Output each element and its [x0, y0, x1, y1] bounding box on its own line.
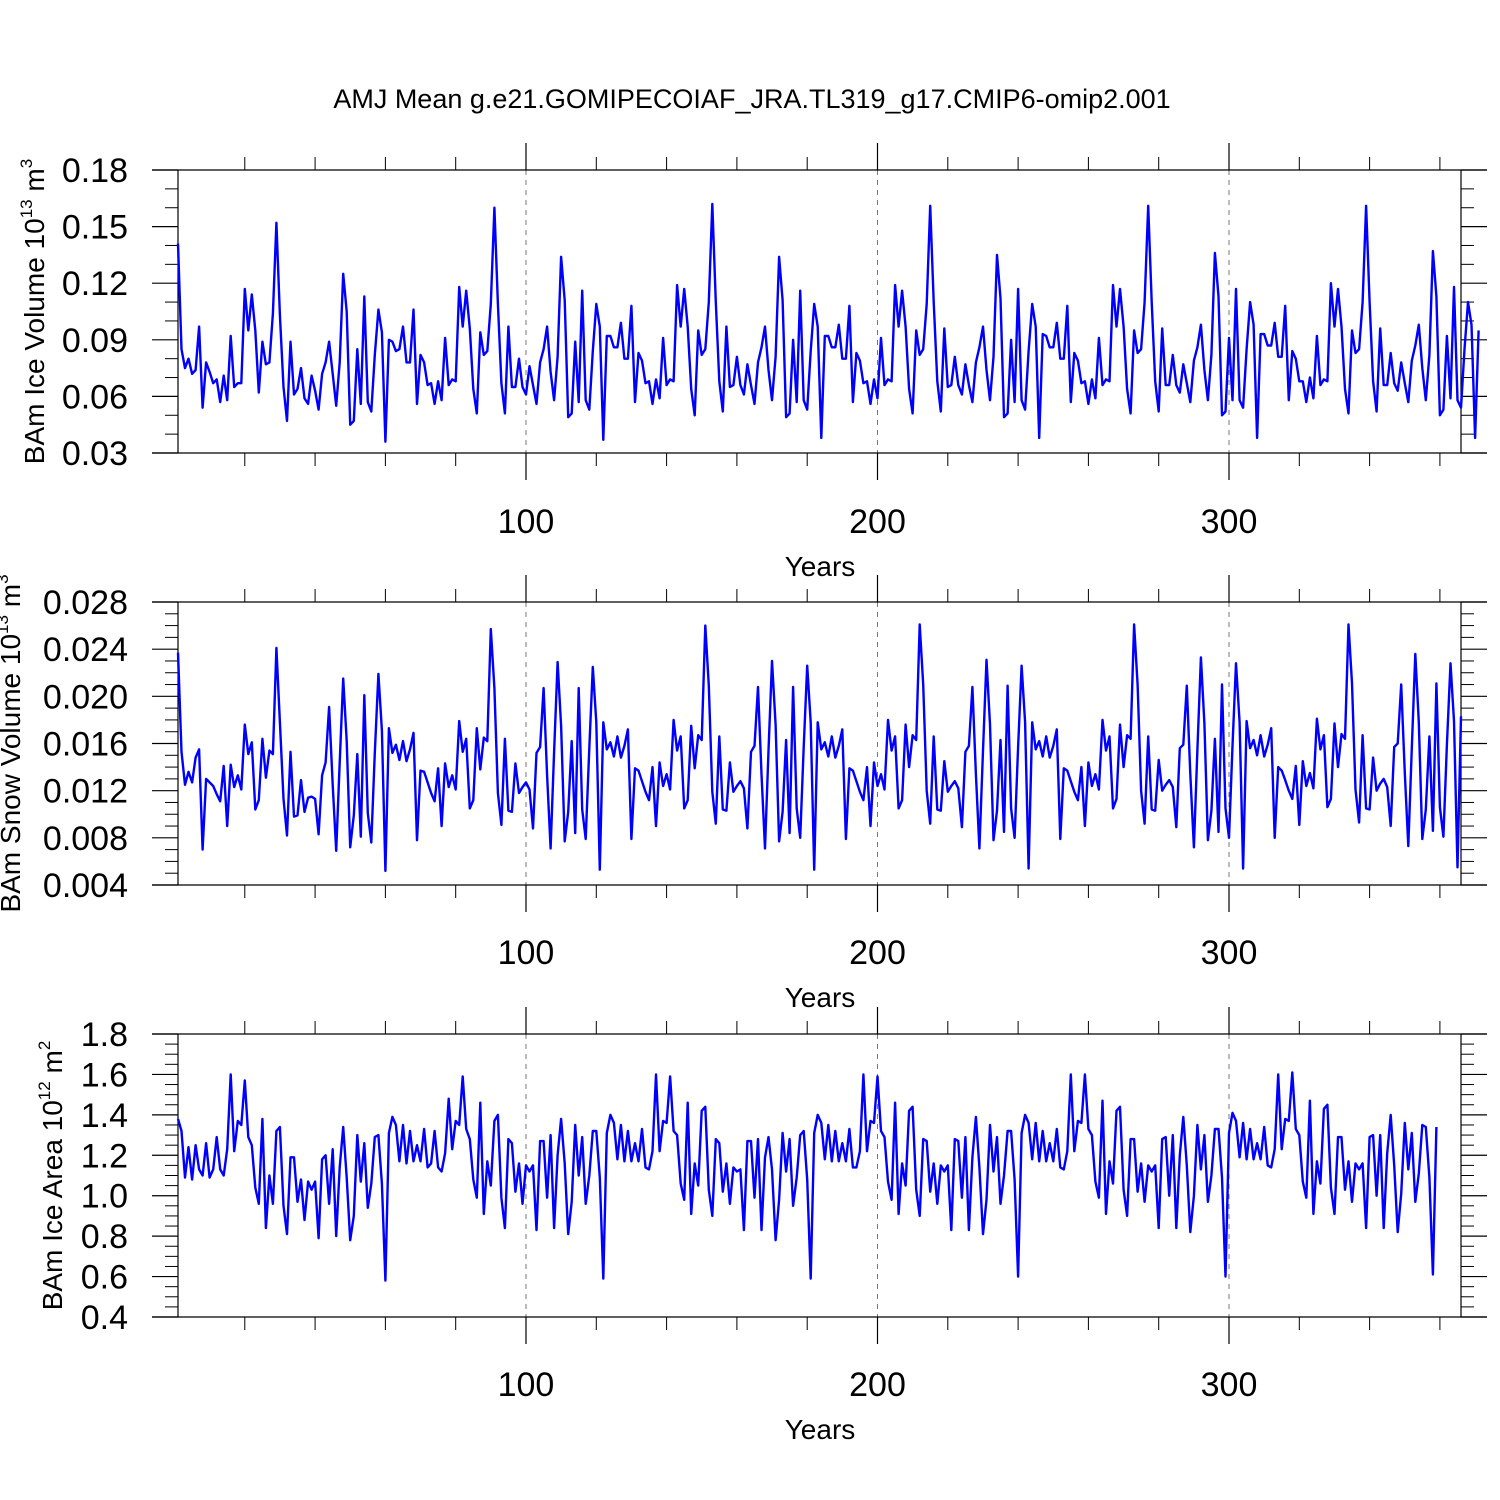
ice-area-ytick-label: 1.4: [81, 1097, 128, 1135]
snow-volume-series-line: [176, 623, 1463, 873]
snow-volume-panel: 100 200 300 0.004 0.008 0.012 0.016 0.020 0.024 0…: [0, 574, 1487, 1013]
snow-volume-ytick-label: 0.008: [43, 820, 128, 858]
snow-volume-xtick-label: 100: [498, 934, 555, 972]
ice-area-ytick-label: 1.6: [81, 1056, 128, 1094]
ice-area-xtick-label: 300: [1201, 1366, 1258, 1404]
snow-volume-ytick-label: 0.024: [43, 631, 128, 669]
ice-volume-ytick-label: 0.15: [62, 209, 128, 247]
panels: 100 200 300 0.03 0.06 0.09 0.12 0.15 0.18 Years BA…: [0, 143, 1487, 1445]
ice-area-ytick-label: 0.8: [81, 1218, 128, 1256]
ice-area-series-line: [176, 1071, 1438, 1282]
ice-area-ytick-label: 1.0: [81, 1178, 128, 1216]
ice-area-ylabel: BAm Ice Area 1012 m2: [35, 1041, 68, 1311]
ice-volume-xtick-label: 300: [1201, 503, 1258, 541]
ice-volume-ytick-label: 0.09: [62, 322, 128, 360]
ice-area-panel: 100 200 300 0.40.60.81.01.21.41.61.8 Years BA…: [35, 1007, 1487, 1445]
ice-area-xlabel: Years: [785, 1414, 856, 1445]
snow-volume-xtick-label: 200: [849, 934, 906, 972]
ice-volume-series-line: [176, 202, 1480, 443]
snow-volume-ytick-label: 0.028: [43, 584, 128, 622]
ice-area-ytick-label: 1.8: [81, 1016, 128, 1054]
ice-volume-xtick-label: 200: [849, 503, 906, 541]
ice-area-xtick-label: 100: [498, 1366, 555, 1404]
ice-volume-ytick-label: 0.12: [62, 265, 128, 303]
snow-volume-ytick-label: 0.020: [43, 678, 128, 716]
figure-title: AMJ Mean g.e21.GOMIPECOIAF_JRA.TL319_g17…: [333, 84, 1170, 114]
snow-volume-ylabel: BAm Snow Volume 1013 m3: [0, 574, 26, 912]
ice-area-ytick-label: 1.2: [81, 1137, 128, 1175]
snow-volume-ytick-label: 0.004: [43, 867, 128, 905]
snow-volume-xtick-label: 300: [1201, 934, 1258, 972]
snow-volume-ytick-label: 0.016: [43, 726, 128, 764]
ice-volume-xtick-label: 100: [498, 503, 555, 541]
ice-volume-ytick-label: 0.03: [62, 435, 128, 473]
ice-volume-ylabel: BAm Ice Volume 1013 m3: [17, 159, 50, 464]
ice-area-ytick-label: 0.4: [81, 1299, 128, 1337]
ice-area-xtick-label: 200: [849, 1366, 906, 1404]
snow-volume-ytick-label: 0.012: [43, 773, 128, 811]
snow-volume-xlabel: Years: [785, 982, 856, 1013]
ice-volume-ytick-label: 0.06: [62, 378, 128, 416]
ice-volume-panel: 100 200 300 0.03 0.06 0.09 0.12 0.15 0.18 Years BA…: [17, 143, 1487, 582]
ice-volume-ytick-label: 0.18: [62, 152, 128, 190]
ice-area-ytick-label: 0.6: [81, 1259, 128, 1297]
ice-volume-xlabel: Years: [785, 551, 856, 582]
